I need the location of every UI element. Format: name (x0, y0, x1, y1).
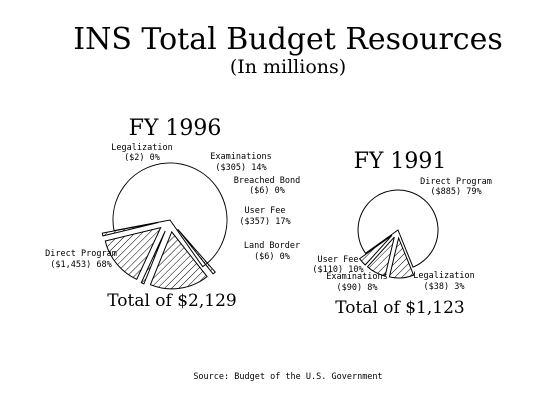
pie-fy1996 (101, 162, 228, 290)
fy1996-legalization-label: Legalization (111, 143, 172, 153)
fy1996-slice-breached-bond (140, 230, 166, 285)
fy1996-land-border-value: ($6) 0% (254, 252, 290, 262)
fy1991-examinations-amount: ($90) (337, 283, 363, 293)
fy1996-breached-bond-label: Breached Bond (234, 176, 301, 186)
fy1996-examinations-pct: 14% (251, 163, 266, 173)
fy1991-direct-program-label: Direct Program (420, 177, 492, 187)
fy1991-user-fee-label: User Fee (318, 255, 359, 265)
fy1996-user-fee-pct: 17% (275, 217, 290, 227)
fy1991-total-label: Total of $1,123 (335, 298, 464, 318)
fy1991-direct-program-value: ($885) 79% (430, 187, 481, 197)
fy1996-breached-bond-pct: 0% (275, 186, 285, 196)
pie-fy1996-title: FY 1996 (129, 116, 222, 141)
fy1991-examinations-pct: 8% (367, 283, 377, 293)
chart-title: INS Total Budget Resources (73, 22, 503, 57)
fy1996-total-label: Total of $2,129 (107, 291, 236, 311)
fy1996-direct-program-pct: 68% (96, 260, 111, 270)
fy1996-legalization-value: ($2) 0% (124, 153, 160, 163)
fy1991-legalization-amount: ($38) (424, 282, 450, 292)
fy1996-user-fee-value: ($357) 17% (239, 217, 290, 227)
fy1991-slice-direct-program (357, 189, 439, 268)
fy1991-examinations-value: ($90) 8% (337, 283, 378, 293)
fy1996-land-border-pct: 0% (280, 252, 290, 262)
fy1991-examinations-label: Examinations (326, 272, 387, 282)
fy1996-direct-program-label: Direct Program (45, 249, 117, 259)
fy1996-breached-bond-value: ($6) 0% (249, 186, 285, 196)
fy1996-slice-legalization (101, 222, 159, 237)
fy1991-legalization-label: Legalization (413, 271, 474, 281)
fy1991-user-fee-amount: ($110) (312, 265, 343, 275)
fy1996-user-fee-label: User Fee (245, 206, 286, 216)
fy1996-legalization-amount: ($2) (124, 153, 144, 163)
fy1996-direct-program-value: ($1,453) 68% (50, 260, 111, 270)
fy1991-user-fee-pct: 10% (348, 265, 363, 275)
fy1991-slice-legalization (358, 234, 393, 266)
fy1996-examinations-amount: ($305) (215, 163, 246, 173)
fy1991-user-fee-value: ($110) 10% (312, 265, 363, 275)
fy1991-legalization-pct: 3% (454, 282, 464, 292)
fy1996-slice-examinations (104, 226, 162, 280)
fy1996-land-border-amount: ($6) (254, 252, 274, 262)
fy1991-slice-user-fee (388, 236, 415, 279)
fy1991-direct-program-pct: 79% (466, 187, 481, 197)
fy1996-slice-land-border (177, 228, 216, 275)
fy1996-land-border-label: Land Border (244, 241, 300, 251)
source-note: Source: Budget of the U.S. Government (193, 372, 382, 382)
pie-fy1991 (357, 189, 439, 279)
fy1991-legalization-value: ($38) 3% (424, 282, 465, 292)
fy1996-legalization-pct: 0% (150, 153, 160, 163)
fy1996-examinations-value: ($305) 14% (215, 163, 266, 173)
fy1996-user-fee-amount: ($357) (239, 217, 270, 227)
fy1991-slice-examinations (366, 236, 395, 277)
fy1996-breached-bond-amount: ($6) (249, 186, 269, 196)
pie-fy1991-title: FY 1991 (354, 149, 447, 174)
chart-subtitle: (In millions) (230, 56, 346, 78)
fy1996-examinations-label: Examinations (210, 152, 271, 162)
fy1996-slice-direct-program (112, 162, 228, 268)
fy1996-direct-program-amount: ($1,453) (50, 260, 91, 270)
fy1996-slice-user-fee (149, 230, 208, 290)
fy1991-direct-program-amount: ($885) (430, 187, 461, 197)
